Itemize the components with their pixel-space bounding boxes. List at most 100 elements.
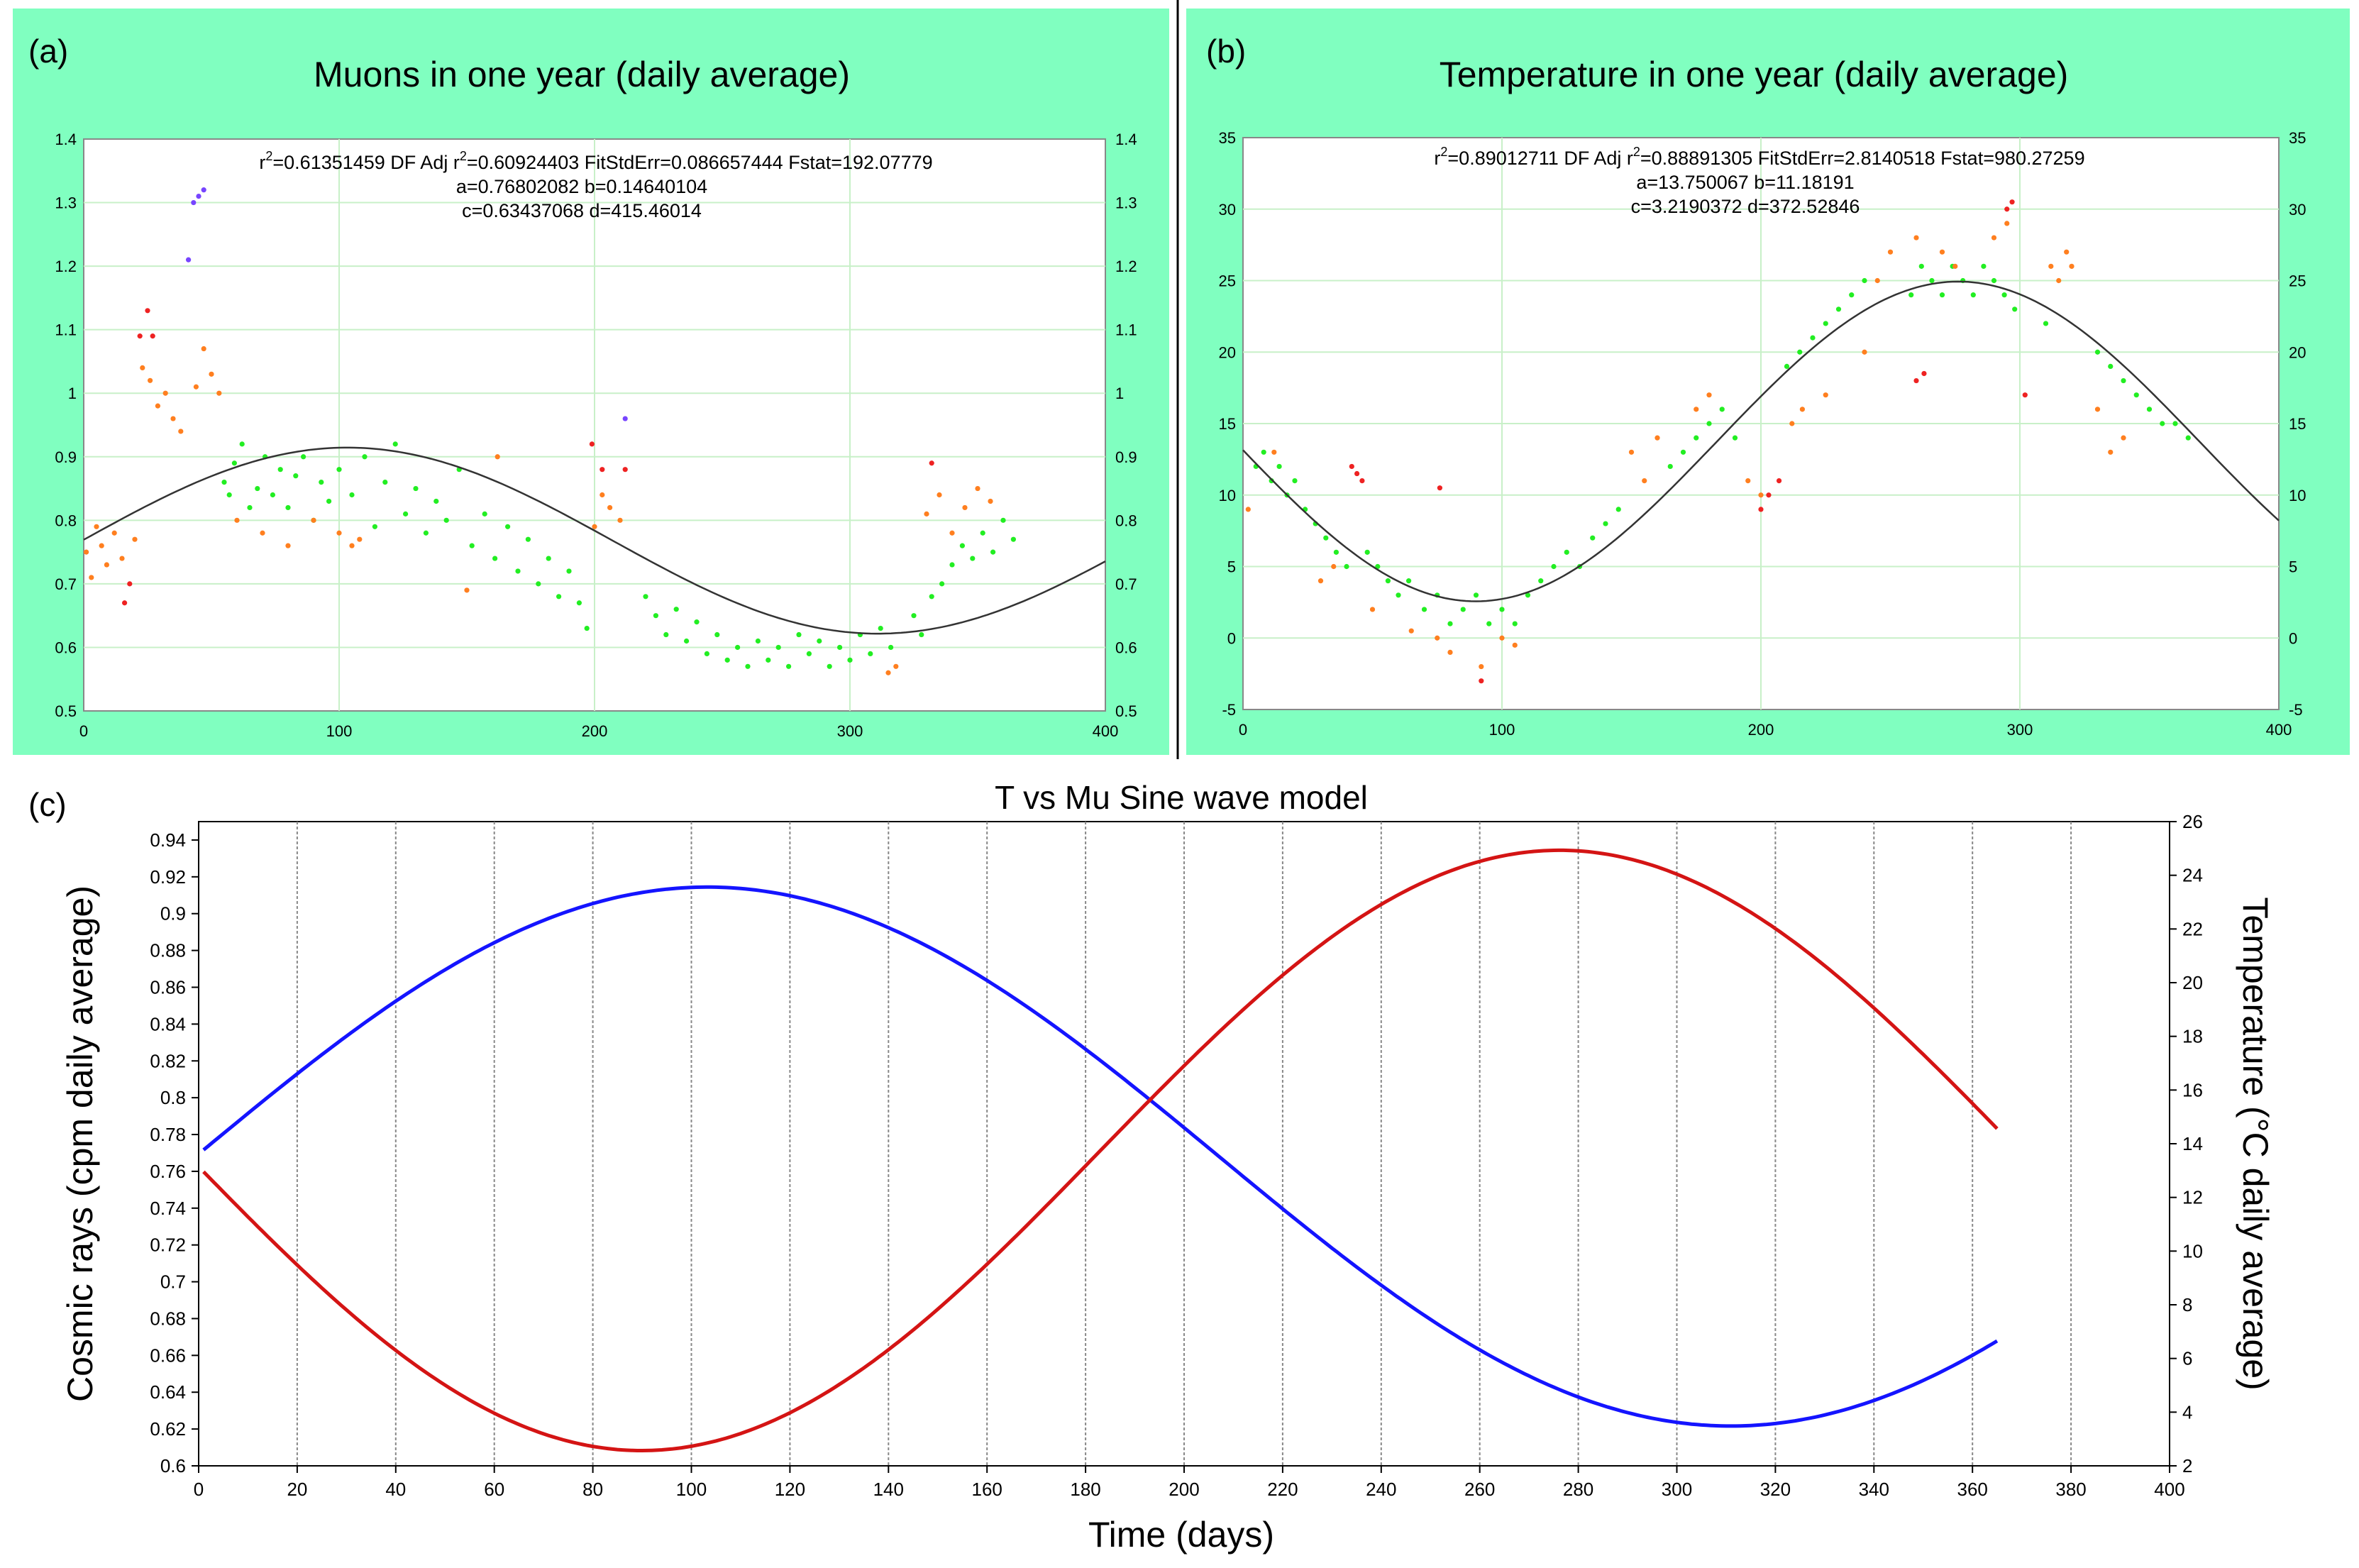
a-point-green — [745, 663, 751, 669]
b-ytick-label-left: 30 — [1219, 201, 1236, 219]
a-point-green — [868, 651, 873, 657]
a-point-orange — [988, 498, 993, 504]
a-point-green — [878, 625, 883, 631]
a-point-green — [684, 638, 690, 644]
a-point-green — [525, 536, 531, 542]
c-xtick-label: 0 — [194, 1479, 204, 1500]
b-point-green — [1929, 277, 1935, 284]
c-ytick-label-left: 0.76 — [150, 1161, 186, 1182]
a-point-orange — [94, 524, 99, 529]
c-ytick-label-left: 0.9 — [160, 903, 186, 924]
b-point-green — [1385, 578, 1391, 584]
a-point-green — [584, 625, 590, 631]
b-point-orange — [2121, 435, 2126, 441]
a-point-red — [137, 333, 143, 339]
b-point-red — [2009, 199, 2015, 205]
b-point-green — [1538, 578, 1544, 584]
c-xtick-label: 100 — [676, 1479, 707, 1500]
temperature-curve — [202, 848, 1999, 1452]
b-point-green — [1719, 407, 1725, 412]
c-ytick-label-left: 0.84 — [150, 1013, 186, 1034]
a-point-green — [714, 631, 720, 638]
b-point-orange — [2094, 407, 2101, 412]
panel-b-stats-line1: r2=0.89012711 DF Adj r2=0.88891305 FitSt… — [1434, 145, 2084, 169]
b-point-orange — [1991, 235, 1997, 241]
b-point-green — [1499, 607, 1505, 612]
c-xtick-label: 120 — [775, 1479, 805, 1500]
c-ytick-label-left: 0.86 — [150, 976, 186, 998]
c-ytick-label-left: 0.72 — [150, 1235, 186, 1256]
a-point-orange — [260, 530, 265, 536]
c-xtick-label: 60 — [484, 1479, 504, 1500]
panel-a-stats-line3: c=0.63437068 d=415.46014 — [462, 200, 702, 221]
a-point-red — [122, 600, 128, 606]
a-point-green — [990, 549, 996, 555]
a-point-green — [231, 460, 237, 466]
a-point-orange — [975, 485, 980, 492]
a-point-orange — [949, 530, 955, 536]
a-point-green — [970, 556, 976, 561]
a-point-green — [673, 607, 679, 612]
b-point-orange — [1369, 607, 1376, 612]
panel-c-title: T vs Mu Sine wave model — [995, 779, 1368, 816]
a-point-orange — [600, 492, 605, 498]
a-point-green — [255, 485, 260, 492]
a-point-green — [919, 631, 924, 638]
b-xtick-label: 100 — [1489, 721, 1515, 739]
b-point-orange — [1789, 421, 1795, 426]
a-ytick-label-right: 0.7 — [1115, 575, 1137, 593]
a-point-orange — [495, 454, 500, 460]
b-point-green — [1918, 263, 1924, 269]
c-xtick-label: 260 — [1464, 1479, 1495, 1500]
a-point-green — [796, 631, 802, 638]
a-point-orange — [336, 530, 342, 536]
b-point-green — [1406, 578, 1412, 584]
b-point-red — [1758, 507, 1764, 512]
c-ytick-label-left: 0.62 — [150, 1418, 186, 1440]
b-point-green — [1447, 621, 1453, 626]
a-ytick-label-left: 0.7 — [55, 575, 77, 593]
a-xtick-label: 0 — [79, 722, 88, 740]
a-ytick-label-right: 1 — [1115, 385, 1124, 402]
a-point-green — [980, 530, 985, 536]
a-point-orange — [162, 390, 168, 396]
b-ytick-label-right: 35 — [2289, 129, 2306, 147]
a-point-green — [226, 492, 232, 498]
b-point-green — [1261, 449, 1266, 455]
c-ytick-label-left: 0.7 — [160, 1271, 186, 1293]
b-point-green — [1823, 321, 1828, 326]
b-point-red — [1437, 485, 1442, 491]
panel-a-grid — [84, 139, 1105, 711]
b-point-green — [1323, 535, 1329, 541]
c-xtick-label: 40 — [385, 1479, 406, 1500]
b-point-green — [1551, 563, 1557, 570]
a-point-green — [326, 498, 332, 504]
b-point-orange — [1628, 449, 1635, 455]
b-point-green — [1590, 535, 1596, 541]
c-xtick-label: 380 — [2055, 1479, 2086, 1500]
a-point-green — [239, 441, 245, 447]
b-point-green — [1396, 592, 1401, 598]
a-ytick-label-left: 1.4 — [55, 131, 77, 148]
b-xtick-label: 0 — [1239, 721, 1247, 739]
b-point-orange — [1317, 578, 1324, 584]
a-point-orange — [962, 504, 968, 511]
c-ytick-label-right: 22 — [2182, 918, 2203, 939]
a-point-green — [847, 657, 853, 663]
b-ytick-label-right: 15 — [2289, 415, 2306, 433]
b-point-orange — [1887, 249, 1894, 255]
c-ytick-label-left: 0.8 — [160, 1087, 186, 1108]
b-point-green — [1421, 607, 1427, 612]
a-point-orange — [119, 556, 125, 561]
a-point-orange — [885, 670, 891, 675]
b-xtick-label: 300 — [2007, 721, 2033, 739]
b-ytick-label-right: 25 — [2289, 272, 2306, 290]
c-ytick-label-left: 0.78 — [150, 1124, 186, 1145]
b-point-green — [2001, 292, 2007, 298]
a-ytick-label-right: 0.5 — [1115, 702, 1137, 720]
b-ytick-label-right: 10 — [2289, 487, 2306, 504]
b-point-green — [1344, 563, 1349, 570]
b-ytick-label-left: 15 — [1219, 415, 1236, 433]
a-point-green — [1010, 536, 1016, 542]
a-point-orange — [924, 511, 929, 517]
